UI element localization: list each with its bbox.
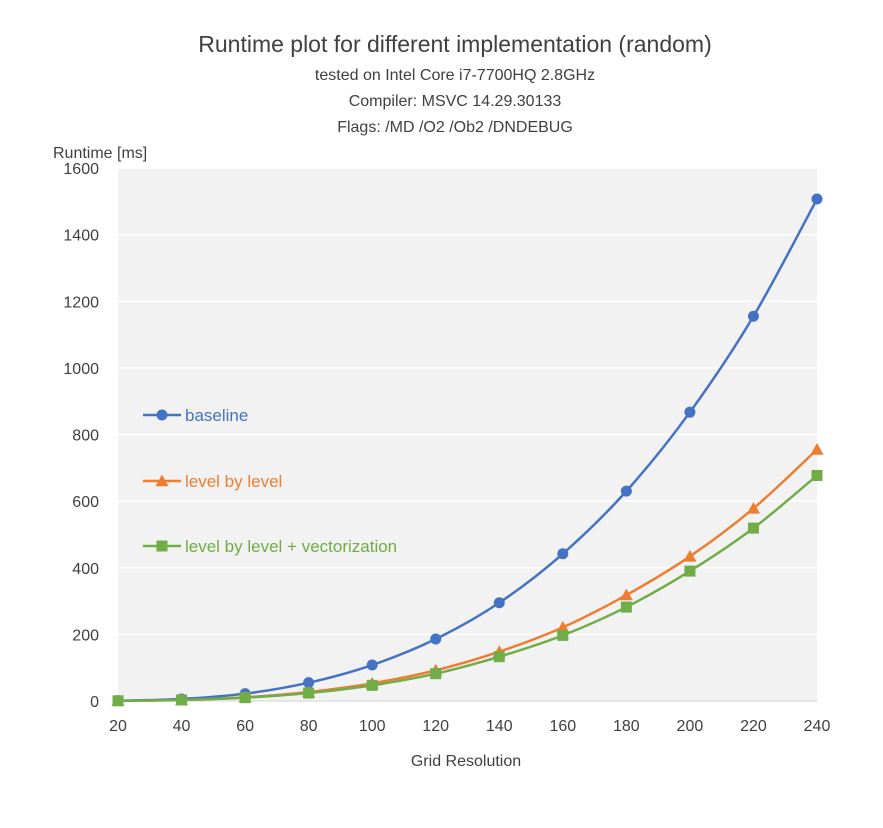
- data-point: [746, 501, 760, 514]
- y-axis-label: Runtime [ms]: [53, 145, 147, 162]
- data-point: [747, 522, 759, 534]
- chart-title: Runtime plot for different implementatio…: [198, 31, 711, 57]
- x-tick-label: 160: [549, 718, 576, 735]
- y-tick-label: 1600: [63, 161, 99, 178]
- data-point: [303, 687, 315, 699]
- data-point: [811, 193, 823, 205]
- legend-marker: [156, 540, 168, 552]
- legend-marker: [156, 409, 168, 421]
- y-tick-label: 1400: [63, 228, 99, 245]
- data-point: [366, 659, 378, 671]
- y-tick-label: 0: [90, 694, 99, 711]
- x-tick-label: 40: [173, 718, 191, 735]
- y-tick-label: 800: [72, 428, 99, 445]
- y-tick-label: 1000: [63, 361, 99, 378]
- data-point: [112, 695, 124, 707]
- legend: baseline level by level level by level + v…: [143, 406, 397, 556]
- y-tick-label: 200: [72, 627, 99, 644]
- data-point: [493, 651, 505, 663]
- x-tick-label: 220: [740, 718, 767, 735]
- data-point: [683, 549, 697, 562]
- data-point: [557, 629, 569, 641]
- legend-entry: baseline: [143, 406, 248, 425]
- y-tick-label: 400: [72, 561, 99, 578]
- data-point: [176, 694, 188, 706]
- y-tick-labels: 0 200 400 600 800 1000 1200 1400 1600: [63, 161, 99, 711]
- legend-label: baseline: [185, 406, 248, 425]
- x-tick-label: 200: [677, 718, 704, 735]
- legend-marker: [155, 474, 169, 487]
- x-tick-label: 60: [236, 718, 254, 735]
- x-tick-label: 80: [300, 718, 318, 735]
- data-point: [620, 485, 632, 497]
- data-point: [430, 668, 442, 680]
- data-point: [620, 601, 632, 613]
- legend-entry: level by level: [143, 472, 282, 491]
- x-tick-label: 20: [109, 718, 127, 735]
- legend-label: level by level: [185, 472, 282, 491]
- series-2: [112, 469, 823, 707]
- chart-subtitle-cpu: tested on Intel Core i7-7700HQ 2.8GHz: [315, 67, 595, 84]
- data-point: [239, 692, 251, 704]
- data-point: [557, 548, 569, 560]
- data-point: [303, 677, 315, 689]
- x-tick-label: 140: [486, 718, 513, 735]
- legend-label: level by level + vectorization: [185, 537, 397, 556]
- data-series: [111, 193, 824, 707]
- data-point: [493, 597, 505, 609]
- data-point: [811, 469, 823, 481]
- chart-subtitle-compiler: Compiler: MSVC 14.29.30133: [349, 93, 562, 110]
- legend-entry: level by level + vectorization: [143, 537, 397, 556]
- data-point: [366, 679, 378, 691]
- y-tick-label: 1200: [63, 294, 99, 311]
- data-point: [430, 633, 442, 645]
- x-tick-label: 100: [359, 718, 386, 735]
- data-point: [619, 588, 633, 601]
- data-point: [684, 406, 696, 418]
- x-tick-labels: 20 40 60 80 100 120 140 160 180 200 220 240: [109, 718, 830, 735]
- gridlines: [118, 167, 817, 702]
- chart-subtitle-flags: Flags: /MD /O2 /Ob2 /DNDEBUG: [337, 119, 573, 136]
- data-point: [556, 620, 570, 633]
- x-tick-label: 120: [422, 718, 449, 735]
- data-point: [684, 565, 696, 577]
- x-tick-label: 180: [613, 718, 640, 735]
- data-point: [747, 310, 759, 322]
- y-tick-label: 600: [72, 494, 99, 511]
- x-tick-label: 240: [804, 718, 831, 735]
- data-point: [810, 442, 824, 455]
- x-axis-label: Grid Resolution: [411, 753, 521, 770]
